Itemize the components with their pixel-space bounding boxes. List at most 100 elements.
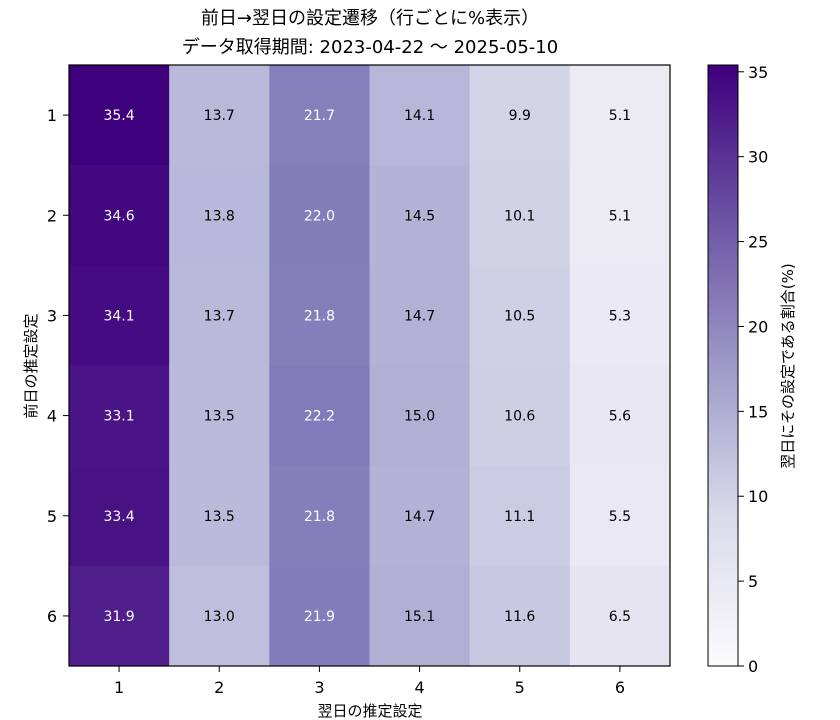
colorbar-ticks: 0 5 10 15 20 25 30 35 bbox=[738, 63, 768, 676]
cell-value-label: 10.1 bbox=[504, 208, 535, 224]
x-tick-label: 1 bbox=[114, 678, 124, 697]
cell-value-label: 14.7 bbox=[404, 308, 435, 324]
heatmap-cell bbox=[569, 165, 671, 266]
heatmap-cell bbox=[169, 365, 270, 467]
heatmap-cell bbox=[469, 365, 571, 467]
heatmap-cell bbox=[69, 465, 170, 567]
cell-value-label: 5.6 bbox=[609, 409, 631, 425]
heatmap-cell bbox=[69, 165, 170, 266]
x-tick-label: 4 bbox=[414, 678, 424, 697]
colorbar-tick-label: 25 bbox=[748, 233, 768, 252]
colorbar-label: 翌日にその設定である割合(%) bbox=[779, 263, 797, 469]
heatmap-cell bbox=[569, 265, 671, 366]
y-tick-label: 5 bbox=[47, 507, 57, 526]
cell-value-label: 21.9 bbox=[304, 609, 335, 625]
cell-value-label: 10.5 bbox=[504, 308, 535, 324]
heatmap-cells: 35.4 13.7 21.7 14.1 9.9 5.1 34.6 13.8 22.0 14.5 10… bbox=[69, 65, 671, 667]
heatmap-cell bbox=[569, 465, 671, 567]
x-tick-label: 3 bbox=[314, 678, 324, 697]
cell-value-label: 21.8 bbox=[304, 308, 335, 324]
y-tick-label: 4 bbox=[47, 407, 57, 426]
cell-value-label: 13.8 bbox=[204, 208, 235, 224]
heatmap-cell bbox=[469, 465, 571, 567]
heatmap-cell bbox=[269, 265, 370, 366]
heatmap-cell bbox=[169, 65, 270, 166]
heatmap-cell bbox=[69, 65, 170, 166]
heatmap-cell bbox=[169, 565, 270, 667]
y-tick-label: 3 bbox=[47, 306, 57, 325]
cell-value-label: 35.4 bbox=[103, 108, 134, 124]
heatmap-cell bbox=[69, 265, 170, 366]
cell-value-label: 13.0 bbox=[204, 609, 235, 625]
y-tick-label: 6 bbox=[47, 607, 57, 626]
heatmap-cell bbox=[369, 565, 471, 667]
colorbar-tick-label: 20 bbox=[748, 317, 768, 336]
colorbar-tick-label: 30 bbox=[748, 148, 768, 167]
x-axis-label: 翌日の推定設定 bbox=[317, 702, 422, 720]
colorbar-tick-label: 5 bbox=[748, 572, 758, 591]
cell-value-label: 5.1 bbox=[609, 108, 631, 124]
heatmap-cell bbox=[169, 265, 270, 366]
heatmap-cell bbox=[369, 65, 471, 166]
cell-value-label: 5.3 bbox=[609, 308, 631, 324]
colorbar-tick-label: 10 bbox=[748, 487, 768, 506]
cell-value-label: 5.5 bbox=[609, 509, 631, 525]
heatmap-cell bbox=[369, 165, 471, 266]
heatmap-cell bbox=[269, 565, 370, 667]
cell-value-label: 21.7 bbox=[304, 108, 335, 124]
cell-value-label: 22.0 bbox=[304, 208, 335, 224]
colorbar-tick-label: 35 bbox=[748, 63, 768, 82]
cell-value-label: 34.6 bbox=[103, 208, 134, 224]
cell-value-label: 14.1 bbox=[404, 108, 435, 124]
heatmap-cell bbox=[169, 465, 270, 567]
cell-value-label: 33.1 bbox=[103, 409, 134, 425]
heatmap-cell bbox=[369, 365, 471, 467]
heatmap-cell bbox=[269, 465, 370, 567]
heatmap-cell bbox=[369, 265, 471, 366]
heatmap-cell bbox=[169, 165, 270, 266]
cell-value-label: 34.1 bbox=[103, 308, 134, 324]
cell-value-label: 9.9 bbox=[509, 108, 531, 124]
y-axis-label: 前日の推定設定 bbox=[22, 313, 40, 418]
cell-value-label: 11.1 bbox=[504, 509, 535, 525]
heatmap-cell bbox=[269, 65, 370, 166]
cell-value-label: 31.9 bbox=[103, 609, 134, 625]
heatmap-cell bbox=[569, 565, 671, 667]
heatmap-cell bbox=[569, 65, 671, 166]
cell-value-label: 11.6 bbox=[504, 609, 535, 625]
cell-value-label: 13.7 bbox=[204, 108, 235, 124]
cell-value-label: 33.4 bbox=[103, 509, 134, 525]
cell-value-label: 22.2 bbox=[304, 409, 335, 425]
x-tick-label: 6 bbox=[615, 678, 625, 697]
cell-value-label: 14.5 bbox=[404, 208, 435, 224]
y-axis-ticks: 1 2 3 4 5 6 bbox=[47, 106, 69, 626]
colorbar-tick-label: 0 bbox=[748, 657, 758, 676]
heatmap-cell bbox=[369, 465, 471, 567]
heatmap-cell bbox=[69, 365, 170, 467]
heatmap-cell bbox=[469, 65, 571, 166]
y-tick-label: 2 bbox=[47, 206, 57, 225]
heatmap-cell bbox=[469, 265, 571, 366]
plot-frame bbox=[68, 64, 671, 667]
x-axis-ticks: 1 2 3 4 5 6 bbox=[114, 666, 625, 697]
x-tick-label: 5 bbox=[515, 678, 525, 697]
chart-title: 前日→翌日の設定遷移（行ごとに%表示） bbox=[201, 8, 539, 29]
cell-value-label: 10.6 bbox=[504, 409, 535, 425]
heatmap-cell bbox=[469, 165, 571, 266]
cell-value-label: 21.8 bbox=[304, 509, 335, 525]
chart-subtitle: データ取得期間: 2023-04-22 〜 2025-05-10 bbox=[182, 37, 558, 58]
heatmap-cell bbox=[569, 365, 671, 467]
cell-value-label: 14.7 bbox=[404, 509, 435, 525]
cell-value-label: 13.7 bbox=[204, 308, 235, 324]
x-tick-label: 2 bbox=[214, 678, 224, 697]
cell-value-label: 15.0 bbox=[404, 409, 435, 425]
cell-value-label: 6.5 bbox=[609, 609, 631, 625]
heatmap-cell bbox=[269, 365, 370, 467]
heatmap-cell bbox=[69, 565, 170, 667]
heatmap-cell bbox=[269, 165, 370, 266]
cell-value-label: 13.5 bbox=[204, 509, 235, 525]
colorbar bbox=[707, 64, 739, 667]
y-tick-label: 1 bbox=[47, 106, 57, 125]
cell-value-label: 13.5 bbox=[204, 409, 235, 425]
